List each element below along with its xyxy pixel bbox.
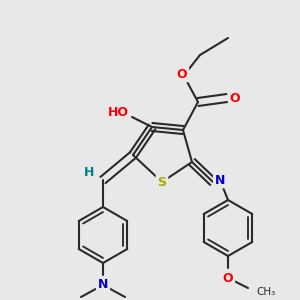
Text: N: N <box>215 173 225 187</box>
Text: O: O <box>230 92 240 104</box>
Text: O: O <box>177 68 187 80</box>
Text: N: N <box>98 278 108 292</box>
Text: H: H <box>84 166 94 178</box>
Text: HO: HO <box>107 106 128 119</box>
Text: O: O <box>223 272 233 284</box>
Text: S: S <box>158 176 166 188</box>
Text: CH₃: CH₃ <box>256 287 275 297</box>
